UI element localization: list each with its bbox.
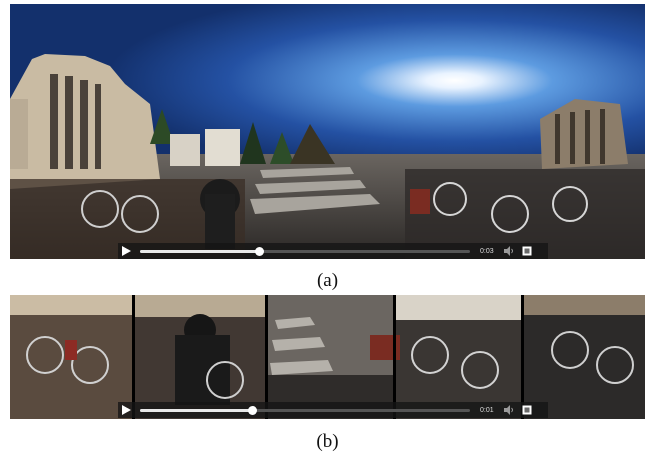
play-icon: [122, 405, 131, 415]
panorama-scene: [10, 4, 645, 259]
multiview-scene: [10, 295, 645, 419]
fullscreen-icon: [522, 405, 532, 415]
figure-caption-a: (a): [316, 270, 339, 291]
multiview-video-frame[interactable]: 0:01: [10, 295, 645, 419]
video-control-bar: 0:03: [118, 243, 548, 259]
view-divider: [265, 295, 268, 419]
seek-bar[interactable]: [140, 246, 470, 256]
fullscreen-button[interactable]: [520, 243, 534, 259]
speaker-icon: [504, 246, 513, 256]
view-divider: [132, 295, 135, 419]
time-display: 0:01: [480, 406, 494, 414]
figure-caption-b: (b): [316, 431, 339, 452]
seek-handle[interactable]: [248, 405, 258, 415]
play-icon: [122, 246, 131, 256]
panorama-video-frame[interactable]: 0:03: [10, 4, 645, 259]
play-button[interactable]: [118, 243, 134, 259]
time-display: 0:03: [480, 247, 494, 255]
play-button[interactable]: [118, 402, 134, 418]
volume-button[interactable]: [502, 243, 516, 259]
seek-bar-progress: [140, 249, 259, 253]
volume-button[interactable]: [502, 402, 516, 418]
video-control-bar: 0:01: [118, 402, 548, 418]
view-divider: [393, 295, 396, 419]
view-divider: [521, 295, 524, 419]
speaker-icon: [504, 405, 513, 415]
seek-handle[interactable]: [254, 246, 264, 256]
seek-bar[interactable]: [140, 405, 470, 415]
fullscreen-button[interactable]: [520, 402, 534, 418]
fullscreen-icon: [522, 246, 532, 256]
seek-bar-progress: [140, 408, 253, 412]
